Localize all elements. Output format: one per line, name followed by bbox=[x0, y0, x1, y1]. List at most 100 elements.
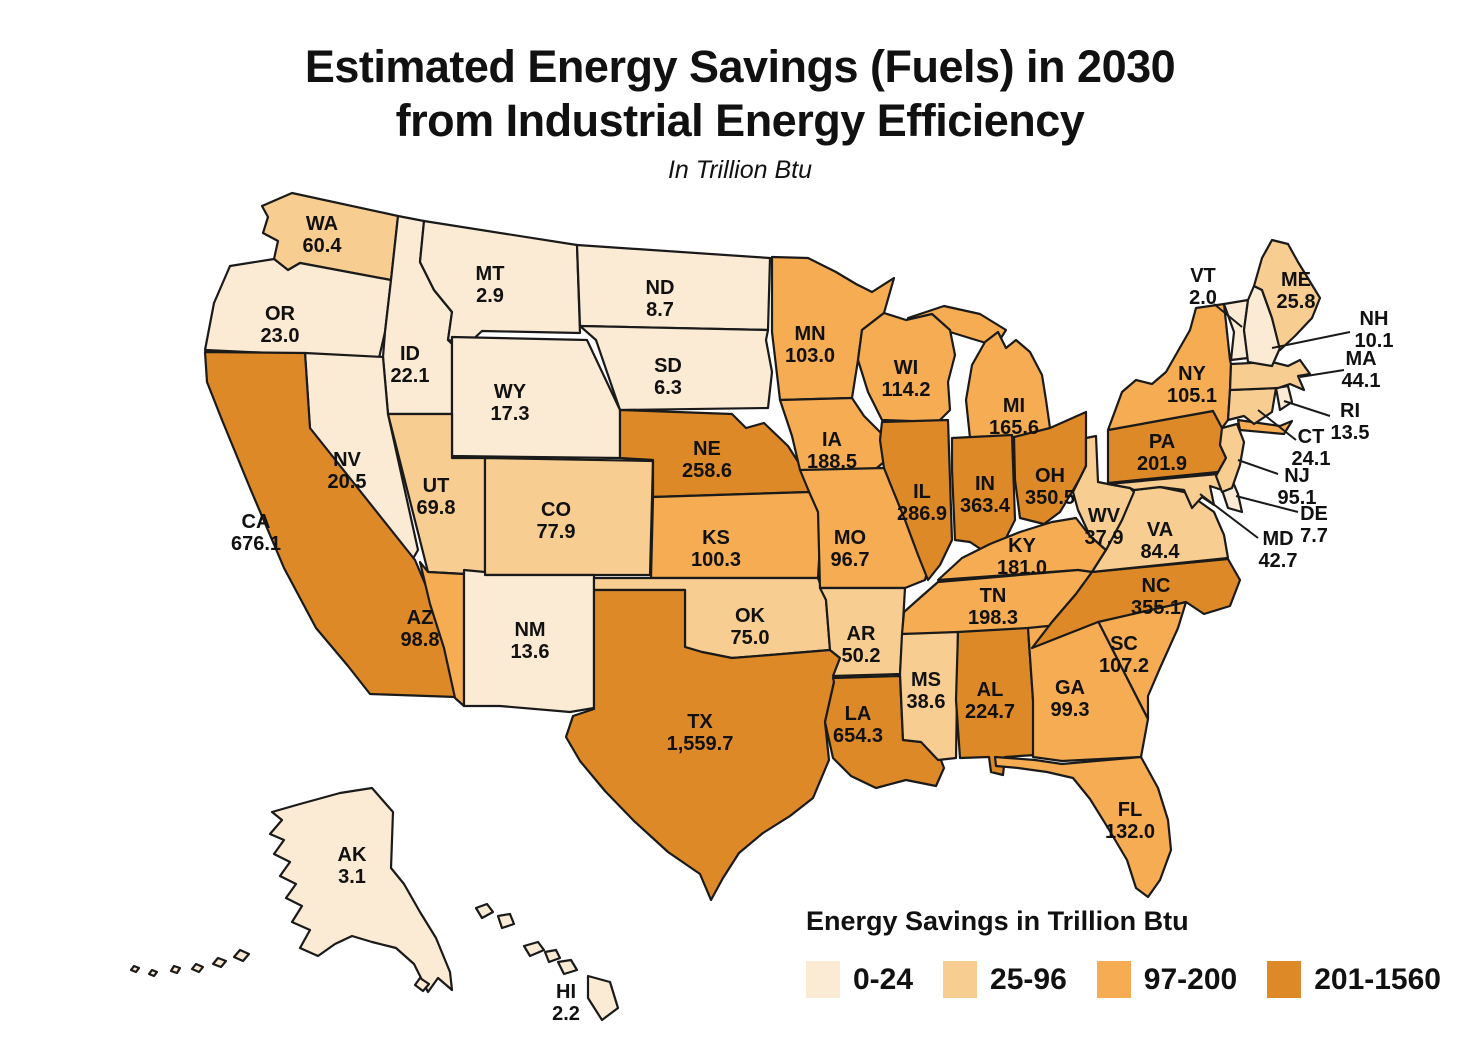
state-label-nj: NJ bbox=[1284, 465, 1310, 487]
callout-line-md bbox=[1199, 493, 1259, 539]
state-label-id: ID bbox=[400, 343, 420, 365]
state-value-ct: 24.1 bbox=[1292, 448, 1331, 470]
state-value-ky: 181.0 bbox=[997, 557, 1047, 579]
legend-item-201-1560: 201-1560 bbox=[1267, 961, 1441, 998]
callout-lines bbox=[1199, 303, 1351, 539]
legend-swatch-25-96 bbox=[943, 961, 978, 998]
state-value-nc: 355.1 bbox=[1131, 597, 1181, 619]
state-value-md: 42.7 bbox=[1259, 550, 1298, 572]
state-value-pa: 201.9 bbox=[1137, 453, 1187, 475]
state-label-al: AL bbox=[977, 679, 1004, 701]
callout-line-nj bbox=[1237, 459, 1279, 475]
state-label-wa: WA bbox=[306, 213, 338, 235]
state-value-il: 286.9 bbox=[897, 503, 947, 525]
state-shape-wi bbox=[856, 311, 957, 424]
state-label-mi: MI bbox=[1003, 395, 1025, 417]
state-value-mn: 103.0 bbox=[785, 345, 835, 367]
state-value-co: 77.9 bbox=[537, 521, 576, 543]
state-shape-hi-kauai bbox=[474, 902, 495, 920]
state-value-hi: 2.2 bbox=[552, 1003, 580, 1025]
state-label-or: OR bbox=[265, 303, 296, 325]
state-shape-ak-island-6 bbox=[129, 964, 141, 974]
state-shape-ak-island-5 bbox=[147, 968, 159, 978]
state-value-ne: 258.6 bbox=[682, 460, 732, 482]
legend-label-97-200: 97-200 bbox=[1143, 962, 1238, 996]
state-value-tn: 198.3 bbox=[968, 607, 1018, 629]
state-shape-az bbox=[418, 560, 466, 708]
state-label-mo: MO bbox=[834, 527, 866, 549]
state-value-mt: 2.9 bbox=[476, 285, 504, 307]
state-label-ny: NY bbox=[1178, 363, 1206, 385]
state-shape-hi-maui bbox=[556, 958, 579, 976]
state-label-fl: FL bbox=[1118, 799, 1142, 821]
state-label-vt: VT bbox=[1190, 265, 1216, 287]
state-label-ne: NE bbox=[693, 438, 721, 460]
state-value-sc: 107.2 bbox=[1099, 655, 1149, 677]
state-label-wi: WI bbox=[894, 357, 918, 379]
state-label-wv: WV bbox=[1088, 505, 1121, 527]
chart-subtitle: In Trillion Btu bbox=[667, 156, 813, 184]
state-value-ma: 44.1 bbox=[1342, 370, 1381, 392]
state-shape-ak-island-3 bbox=[190, 962, 205, 974]
legend-item-0-24: 0-24 bbox=[806, 961, 913, 998]
state-shape-ak bbox=[268, 786, 454, 994]
state-value-ny: 105.1 bbox=[1167, 385, 1217, 407]
state-value-la: 654.3 bbox=[833, 725, 883, 747]
state-labels: WA 60.4 OR 23.0 CA 676.1 NV 20.5 ID 22.1… bbox=[231, 213, 1394, 1025]
state-shape-ny bbox=[1106, 302, 1233, 432]
state-label-ga: GA bbox=[1055, 677, 1085, 699]
state-value-oh: 350.5 bbox=[1025, 487, 1075, 509]
state-label-md: MD bbox=[1262, 528, 1293, 550]
state-value-ri: 13.5 bbox=[1331, 422, 1370, 444]
callout-line-ma bbox=[1299, 369, 1345, 378]
state-label-nd: ND bbox=[646, 277, 675, 299]
state-value-wa: 60.4 bbox=[303, 235, 343, 257]
state-label-nc: NC bbox=[1142, 575, 1171, 597]
state-shape-fl bbox=[993, 755, 1173, 899]
state-value-az: 98.8 bbox=[401, 629, 440, 651]
state-label-ar: AR bbox=[847, 623, 876, 645]
legend-items: 0-24 25-96 97-200 201-1560 bbox=[806, 961, 1441, 998]
state-value-mo: 96.7 bbox=[831, 549, 870, 571]
callout-line-de bbox=[1235, 495, 1299, 513]
state-shape-wv bbox=[1071, 434, 1136, 552]
state-shape-ak-island-2 bbox=[211, 956, 228, 969]
state-label-hi: HI bbox=[556, 981, 576, 1003]
state-shape-ar bbox=[818, 586, 907, 678]
state-value-vt: 2.0 bbox=[1189, 287, 1217, 309]
state-value-al: 224.7 bbox=[965, 701, 1015, 723]
legend-title: Energy Savings in Trillion Btu bbox=[806, 906, 1189, 936]
state-label-me: ME bbox=[1281, 269, 1311, 291]
chart-title-line1: Estimated Energy Savings (Fuels) in 2030 bbox=[304, 41, 1176, 92]
state-value-ks: 100.3 bbox=[691, 549, 741, 571]
state-shape-ca bbox=[203, 350, 461, 699]
state-label-ks: KS bbox=[702, 527, 730, 549]
callout-line-ct bbox=[1257, 409, 1297, 441]
callout-line-nh bbox=[1271, 331, 1351, 349]
state-shape-me bbox=[1252, 238, 1322, 352]
state-label-co: CO bbox=[541, 499, 571, 521]
state-shape-hi-molokai bbox=[543, 948, 562, 964]
state-label-ia: IA bbox=[822, 429, 842, 451]
state-label-az: AZ bbox=[407, 607, 434, 629]
state-label-de: DE bbox=[1300, 503, 1328, 525]
state-value-ca: 676.1 bbox=[231, 533, 281, 555]
state-label-va: VA bbox=[1147, 519, 1173, 541]
state-shapes bbox=[129, 191, 1322, 1022]
state-value-or: 23.0 bbox=[261, 325, 300, 347]
state-label-ct: CT bbox=[1298, 426, 1325, 448]
state-label-ak: AK bbox=[338, 844, 367, 866]
state-value-mi: 165.6 bbox=[989, 417, 1039, 439]
state-shape-hi-big-island bbox=[586, 974, 620, 1022]
state-label-ri: RI bbox=[1340, 400, 1360, 422]
callout-line-ri bbox=[1283, 400, 1331, 417]
state-label-tn: TN bbox=[980, 585, 1007, 607]
legend: Energy Savings in Trillion Btu 0-24 25-9… bbox=[806, 906, 1441, 998]
state-label-mt: MT bbox=[476, 263, 505, 285]
state-label-ky: KY bbox=[1008, 535, 1036, 557]
state-shape-ri bbox=[1274, 384, 1294, 412]
state-value-ut: 69.8 bbox=[417, 497, 456, 519]
legend-item-97-200: 97-200 bbox=[1096, 961, 1238, 998]
title-block: Estimated Energy Savings (Fuels) in 2030… bbox=[0, 40, 1480, 185]
